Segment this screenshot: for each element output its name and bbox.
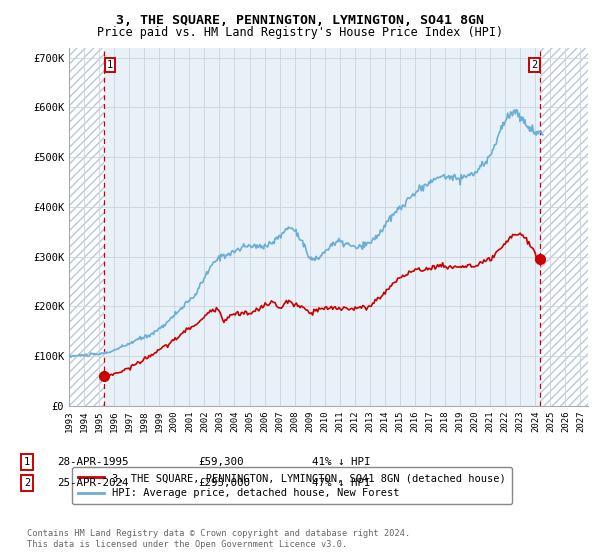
Bar xyxy=(540,48,588,406)
Legend: 3, THE SQUARE, PENNINGTON, LYMINGTON, SO41 8GN (detached house), HPI: Average pr: 3, THE SQUARE, PENNINGTON, LYMINGTON, SO… xyxy=(71,467,512,505)
Text: Price paid vs. HM Land Registry's House Price Index (HPI): Price paid vs. HM Land Registry's House … xyxy=(97,26,503,39)
Text: 47% ↓ HPI: 47% ↓ HPI xyxy=(312,478,371,488)
Text: 1: 1 xyxy=(107,60,113,70)
Text: 2: 2 xyxy=(24,478,30,488)
Text: 3, THE SQUARE, PENNINGTON, LYMINGTON, SO41 8GN: 3, THE SQUARE, PENNINGTON, LYMINGTON, SO… xyxy=(116,14,484,27)
Text: 28-APR-1995: 28-APR-1995 xyxy=(57,457,128,467)
Text: £295,000: £295,000 xyxy=(198,478,250,488)
Text: Contains HM Land Registry data © Crown copyright and database right 2024.
This d: Contains HM Land Registry data © Crown c… xyxy=(27,529,410,549)
Bar xyxy=(69,48,104,406)
Text: 25-APR-2024: 25-APR-2024 xyxy=(57,478,128,488)
Text: 41% ↓ HPI: 41% ↓ HPI xyxy=(312,457,371,467)
Text: £59,300: £59,300 xyxy=(198,457,244,467)
Text: 2: 2 xyxy=(531,60,537,70)
Text: 1: 1 xyxy=(24,457,30,467)
